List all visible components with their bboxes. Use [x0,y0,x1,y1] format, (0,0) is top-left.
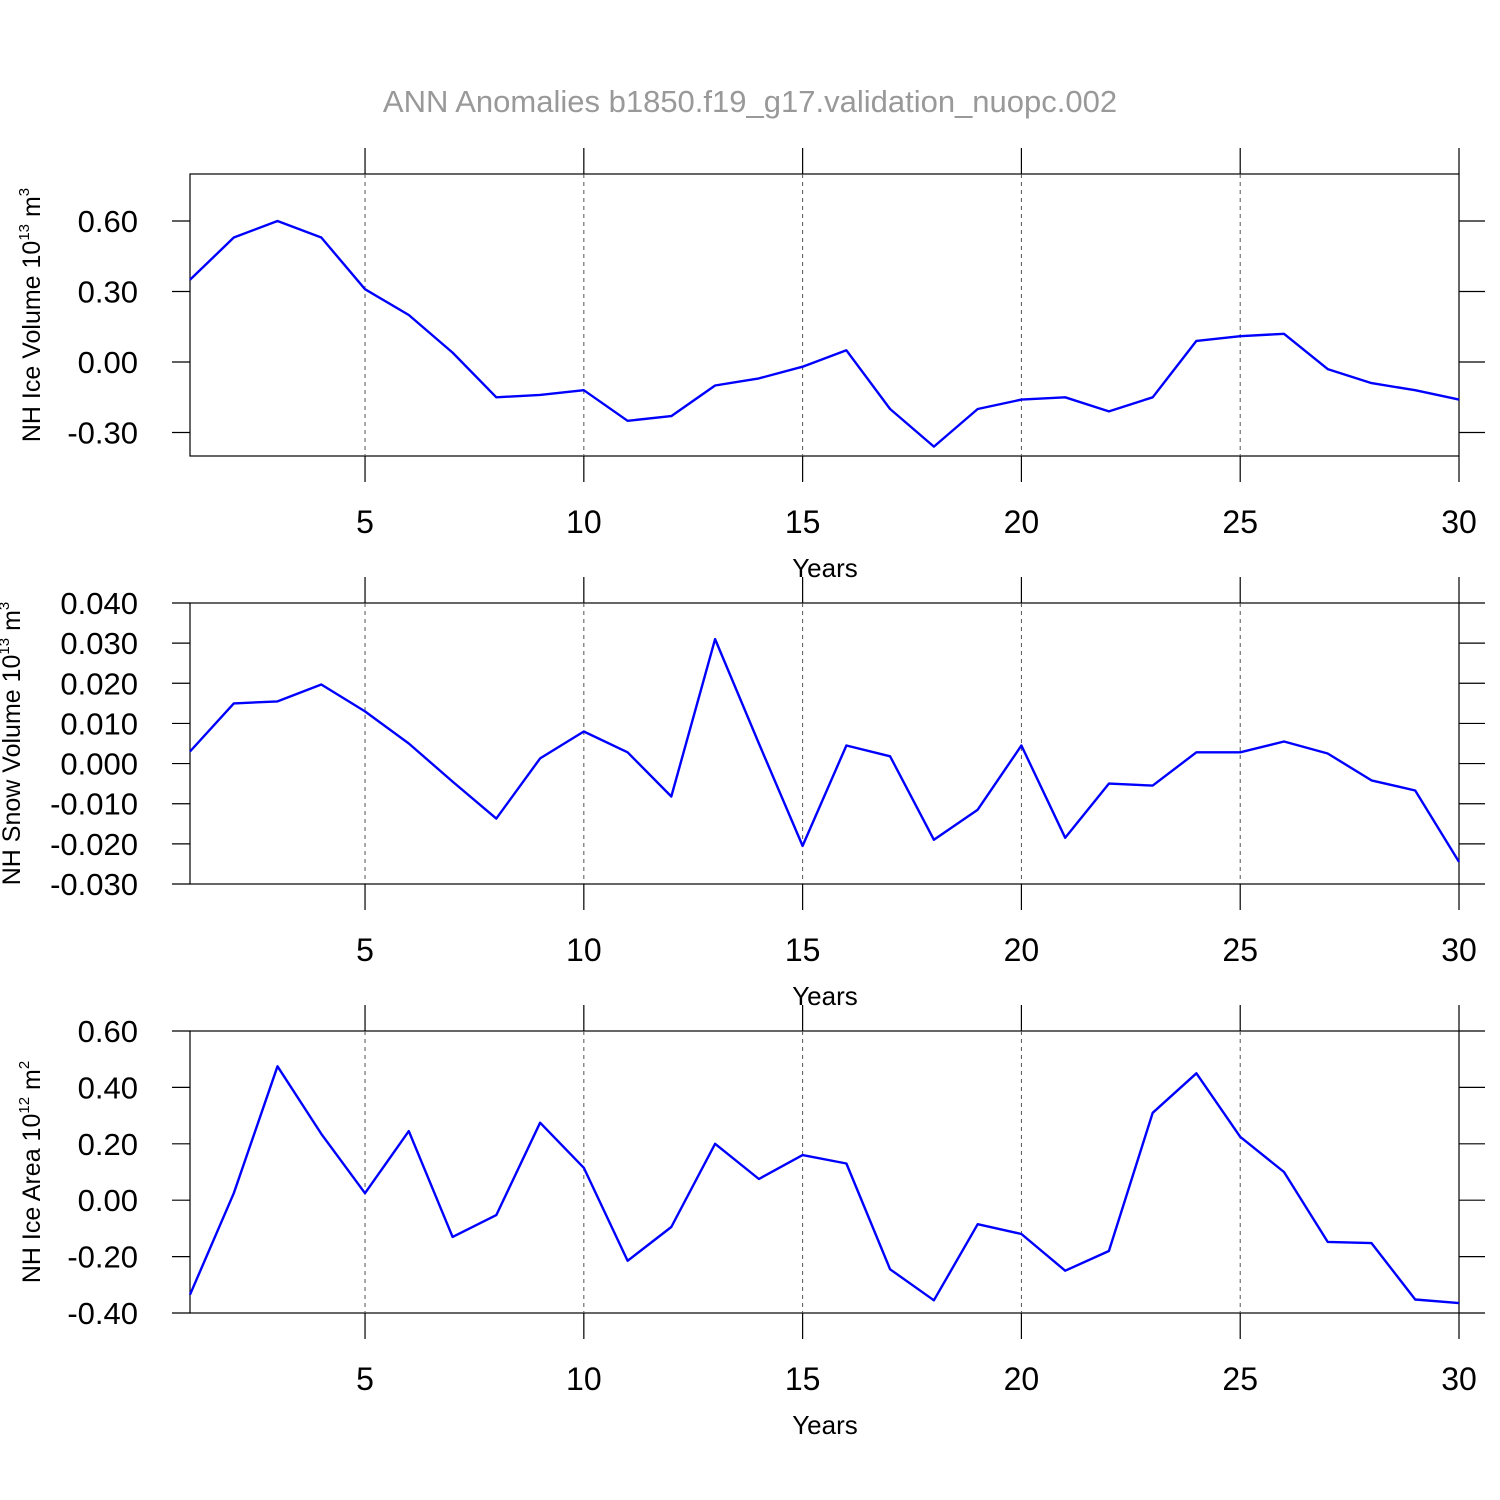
figure-title: ANN Anomalies b1850.f19_g17.validation_n… [383,84,1117,119]
x-tick-label: 20 [1004,932,1040,968]
y-tick-label: 0.020 [60,666,138,701]
y-tick-label: -0.30 [67,416,138,451]
data-line [188,1065,1460,1305]
plot-frame [189,173,1460,457]
y-tick-label: 0.40 [78,1070,138,1105]
x-axis-label: Years [792,1410,858,1440]
y-tick-label: 0.00 [78,1183,138,1218]
y-axis-label-superscript: 3 [0,602,13,610]
y-axis-label-part: NH Snow Volume 10 [0,655,26,886]
y-axis-label-part: m [0,610,26,638]
y-axis-label: NH Ice Volume 1013 m3 [16,188,46,442]
y-axis-label-superscript: 13 [0,638,13,655]
y-axis-label: NH Ice Area 1012 m2 [16,1061,46,1283]
x-tick-label: 10 [566,932,602,968]
y-axis-label: NH Snow Volume 1013 m3 [0,602,26,886]
x-tick-label: 10 [566,1361,602,1397]
y-tick-label: -0.030 [50,867,138,902]
data-line [189,219,1460,448]
x-tick-label: 5 [356,932,374,968]
x-tick-label: 30 [1441,504,1477,540]
y-axis-label-part: m [18,1069,46,1097]
x-tick-label: 25 [1222,504,1258,540]
x-tick-label: 25 [1222,1361,1258,1397]
plot-frame [189,1030,1460,1314]
y-tick-label: -0.010 [50,787,138,822]
y-tick-label: 0.010 [60,706,138,741]
x-tick-label: 15 [785,932,821,968]
y-tick-label: 0.20 [78,1127,138,1162]
x-tick-label: 15 [785,504,821,540]
x-tick-label: 5 [356,504,374,540]
y-tick-label: 0.30 [78,275,138,310]
x-tick-label: 25 [1222,932,1258,968]
y-axis-label-superscript: 2 [16,1061,33,1069]
y-tick-label: 0.60 [78,1014,138,1049]
y-tick-label: -0.40 [67,1296,138,1331]
y-tick-label: 0.000 [60,747,138,782]
y-tick-label: 0.030 [60,626,138,661]
y-tick-label: 0.60 [78,204,138,239]
y-axis-label-part: NH Ice Area 10 [18,1114,46,1284]
x-tick-label: 20 [1004,504,1040,540]
y-axis-label-part: NH Ice Volume 10 [18,241,46,443]
y-axis-label-superscript: 12 [16,1097,33,1114]
x-tick-label: 15 [785,1361,821,1397]
x-tick-label: 10 [566,504,602,540]
y-axis-label-part: m [18,196,46,224]
data-line [189,637,1461,863]
plot-frame [189,602,1460,885]
x-tick-label: 30 [1441,1361,1477,1397]
y-tick-label: -0.020 [50,827,138,862]
y-tick-label: -0.20 [67,1240,138,1275]
y-axis-label-superscript: 13 [16,224,33,241]
y-tick-label: 0.00 [78,345,138,380]
y-tick-label: 0.040 [60,586,138,621]
y-axis-label-superscript: 3 [16,188,33,196]
x-tick-label: 5 [356,1361,374,1397]
x-tick-label: 20 [1004,1361,1040,1397]
x-tick-label: 30 [1441,932,1477,968]
